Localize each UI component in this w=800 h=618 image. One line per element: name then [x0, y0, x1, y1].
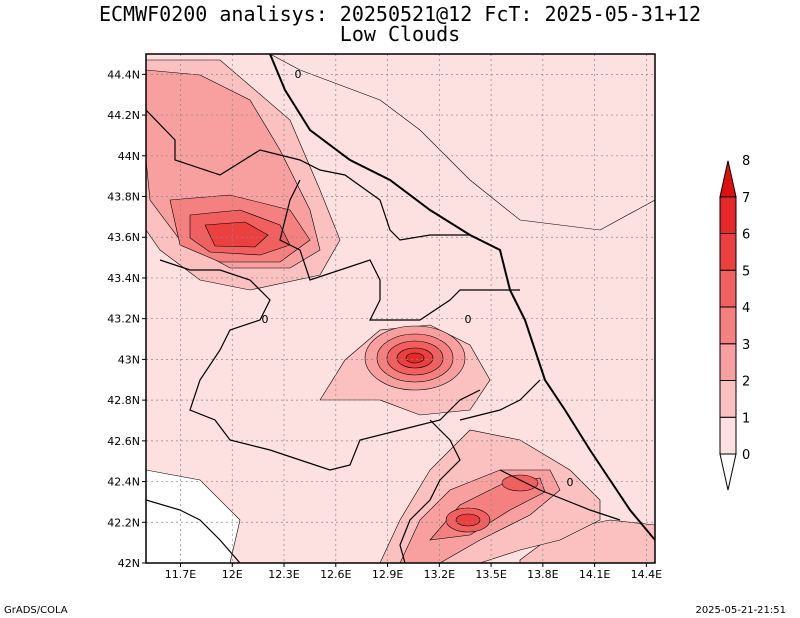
tick-label-lat: 44.4N [107, 68, 140, 81]
colorbar-label: 7 [742, 191, 750, 206]
tick-label-lon: 13.8E [527, 568, 558, 581]
border-marche-abruzzo [459, 379, 541, 421]
colorbar-segment [719, 160, 737, 198]
tick-label-lon: 12E [222, 568, 243, 581]
tick-label-lon: 13.5E [475, 568, 506, 581]
plot-frame [145, 53, 656, 564]
border-emilia-marche [146, 109, 470, 241]
tick-label-lon: 12.9E [372, 568, 403, 581]
colorbar-segment [719, 453, 737, 491]
tick-label-lat: 43.6N [107, 231, 140, 244]
map-axes: 11.7E 12E 12.3E 12.6E 12.9E 13.2E 13.5E 13.8E 14… [107, 68, 662, 581]
contour-label: 0 [567, 476, 574, 489]
tick-label-lat: 43.2N [107, 313, 140, 326]
tick-label-lat: 44N [118, 150, 140, 163]
tick-label-lat: 42.6N [107, 435, 140, 448]
border-toscana-umbria-lazio [159, 259, 481, 471]
cloud-nw-l6 [204, 221, 269, 248]
border-marche-umbria [279, 179, 520, 321]
colorbar: 0 1 2 3 4 5 6 7 8 [719, 154, 750, 491]
colorbar-segment [719, 306, 737, 345]
colorbar-label: 3 [742, 338, 750, 353]
chart-subtitle: Low Clouds [339, 22, 461, 46]
map-plot-area: 0 0 0 0 [146, 54, 655, 563]
colorbar-label: 5 [742, 264, 750, 279]
footer-timestamp: 2025-05-21-21:51 [695, 605, 786, 616]
colorbar-segment [719, 269, 737, 308]
colorbar-label: 2 [742, 375, 750, 390]
contour-label: 0 [262, 313, 269, 326]
colorbar-label: 6 [742, 228, 750, 243]
colorbar-label: 8 [742, 154, 750, 169]
colorbar-segment [719, 343, 737, 381]
colorbar-label: 0 [742, 448, 750, 463]
tick-label-lon: 12.3E [268, 568, 299, 581]
footer-left: GrADS/COLA [4, 605, 68, 616]
colorbar-segment [719, 416, 737, 455]
tick-label-lat: 42N [118, 557, 140, 570]
contour-label: 0 [295, 68, 302, 81]
contour-label: 0 [465, 313, 472, 326]
tick-label-lon: 11.7E [165, 568, 196, 581]
chart-title: ECMWF0200 analisys: 20250521@12 FcT: 202… [98, 2, 702, 26]
cloud-se-l6 [455, 513, 481, 527]
tick-label-lat: 44.2N [107, 109, 140, 122]
cloud-se-l5b [501, 474, 539, 492]
colorbar-label: 4 [742, 301, 750, 316]
cloud-center-l7 [405, 352, 425, 364]
tick-label-lat: 43N [118, 353, 140, 366]
colorbar-segment [719, 233, 737, 271]
colorbar-segment [719, 196, 737, 234]
tick-label-lat: 42.4N [107, 476, 140, 489]
border-lazio-abruzzo [399, 419, 461, 563]
tick-label-lat: 42.2N [107, 516, 140, 529]
colorbar-segment [719, 380, 737, 418]
tick-label-lat: 43.8N [107, 191, 140, 204]
tick-label-lon: 13.2E [424, 568, 455, 581]
colorbar-label: 1 [742, 411, 750, 426]
border-abruzzo-molise [499, 469, 621, 521]
tick-label-lat: 42.8N [107, 394, 140, 407]
cloud-region-north [269, 54, 655, 231]
tick-label-lat: 43.4N [107, 272, 140, 285]
border-lazio-coast [146, 499, 241, 563]
tick-label-lon: 14.4E [631, 568, 662, 581]
tick-label-lon: 12.6E [320, 568, 351, 581]
tick-label-lon: 14.1E [579, 568, 610, 581]
